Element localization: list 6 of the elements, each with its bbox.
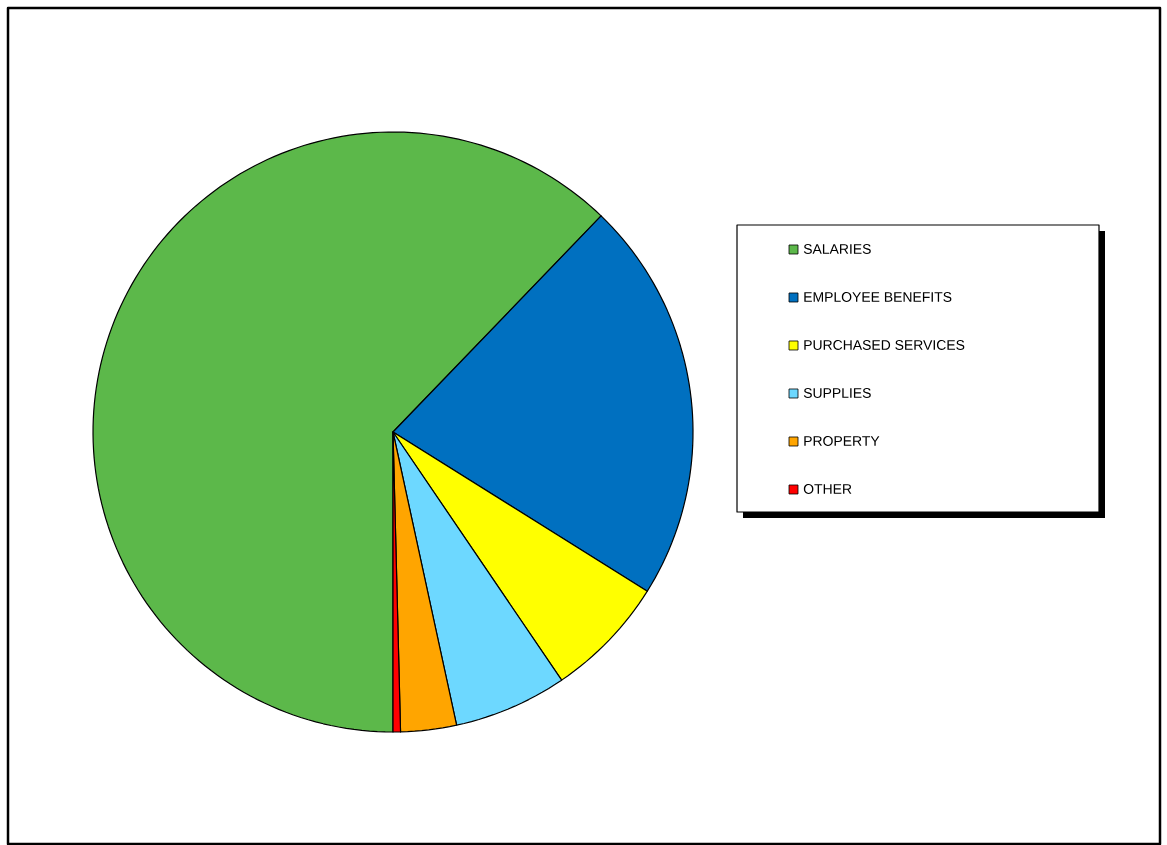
legend-label: PURCHASED SERVICES [804,339,965,350]
legend-label: SUPPLIES [803,387,871,398]
legend-label: EMPLOYEE BENEFITS [804,291,952,302]
legend-label: PROPERTY [804,435,880,446]
legend-label: OTHER [803,483,852,494]
legend-label: SALARIES [803,243,871,254]
